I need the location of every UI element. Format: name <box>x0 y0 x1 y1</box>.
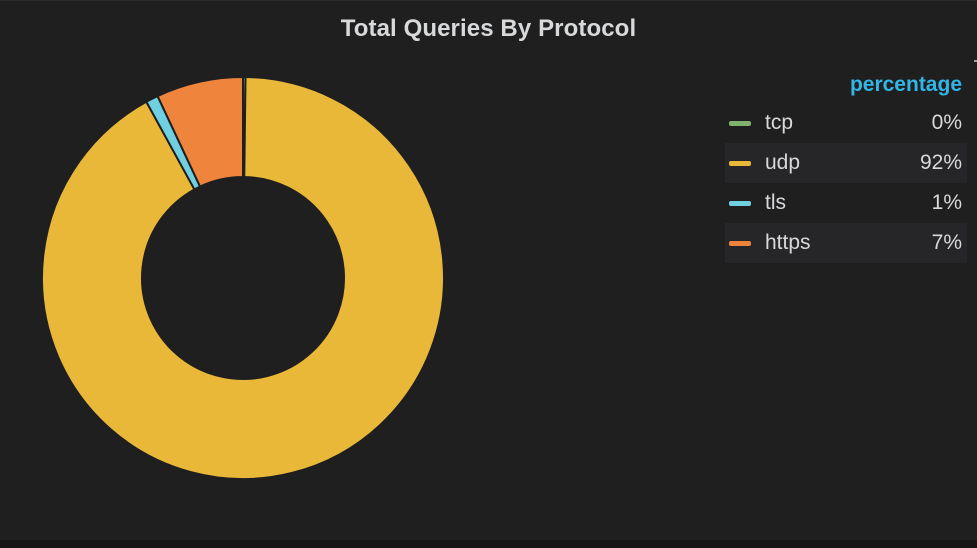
legend-item-tcp[interactable]: tcp 0% <box>725 103 967 143</box>
donut-slice-udp[interactable] <box>41 76 445 480</box>
legend-value-udp: 92% <box>919 151 962 174</box>
legend-value-tcp: 0% <box>931 111 962 134</box>
legend-header-percentage[interactable]: percentage <box>849 73 962 96</box>
legend-label-udp[interactable]: udp <box>765 151 801 174</box>
legend-value-tls: 1% <box>931 191 962 214</box>
legend-swatch-tls[interactable] <box>729 201 751 206</box>
legend-label-tls[interactable]: tls <box>765 191 786 214</box>
legend-item-tls[interactable]: tls 1% <box>725 183 967 223</box>
legend-value-https: 7% <box>931 231 962 254</box>
legend-item-https[interactable]: https 7% <box>725 223 967 263</box>
panel-corner-tick <box>974 60 977 62</box>
bottom-strip <box>0 540 977 548</box>
legend-item-udp[interactable]: udp 92% <box>725 143 967 183</box>
legend-swatch-tcp[interactable] <box>729 121 751 126</box>
legend-label-tcp[interactable]: tcp <box>765 111 794 134</box>
panel-title[interactable]: Total Queries By Protocol <box>340 15 637 42</box>
legend-swatch-udp[interactable] <box>729 161 751 166</box>
legend-label-https[interactable]: https <box>765 231 811 254</box>
donut-slices <box>41 76 445 480</box>
legend: percentage tcp 0% udp 92% tls 1% https 7… <box>725 71 967 263</box>
donut-slice-https[interactable] <box>156 76 244 188</box>
legend-swatch-https[interactable] <box>729 241 751 246</box>
